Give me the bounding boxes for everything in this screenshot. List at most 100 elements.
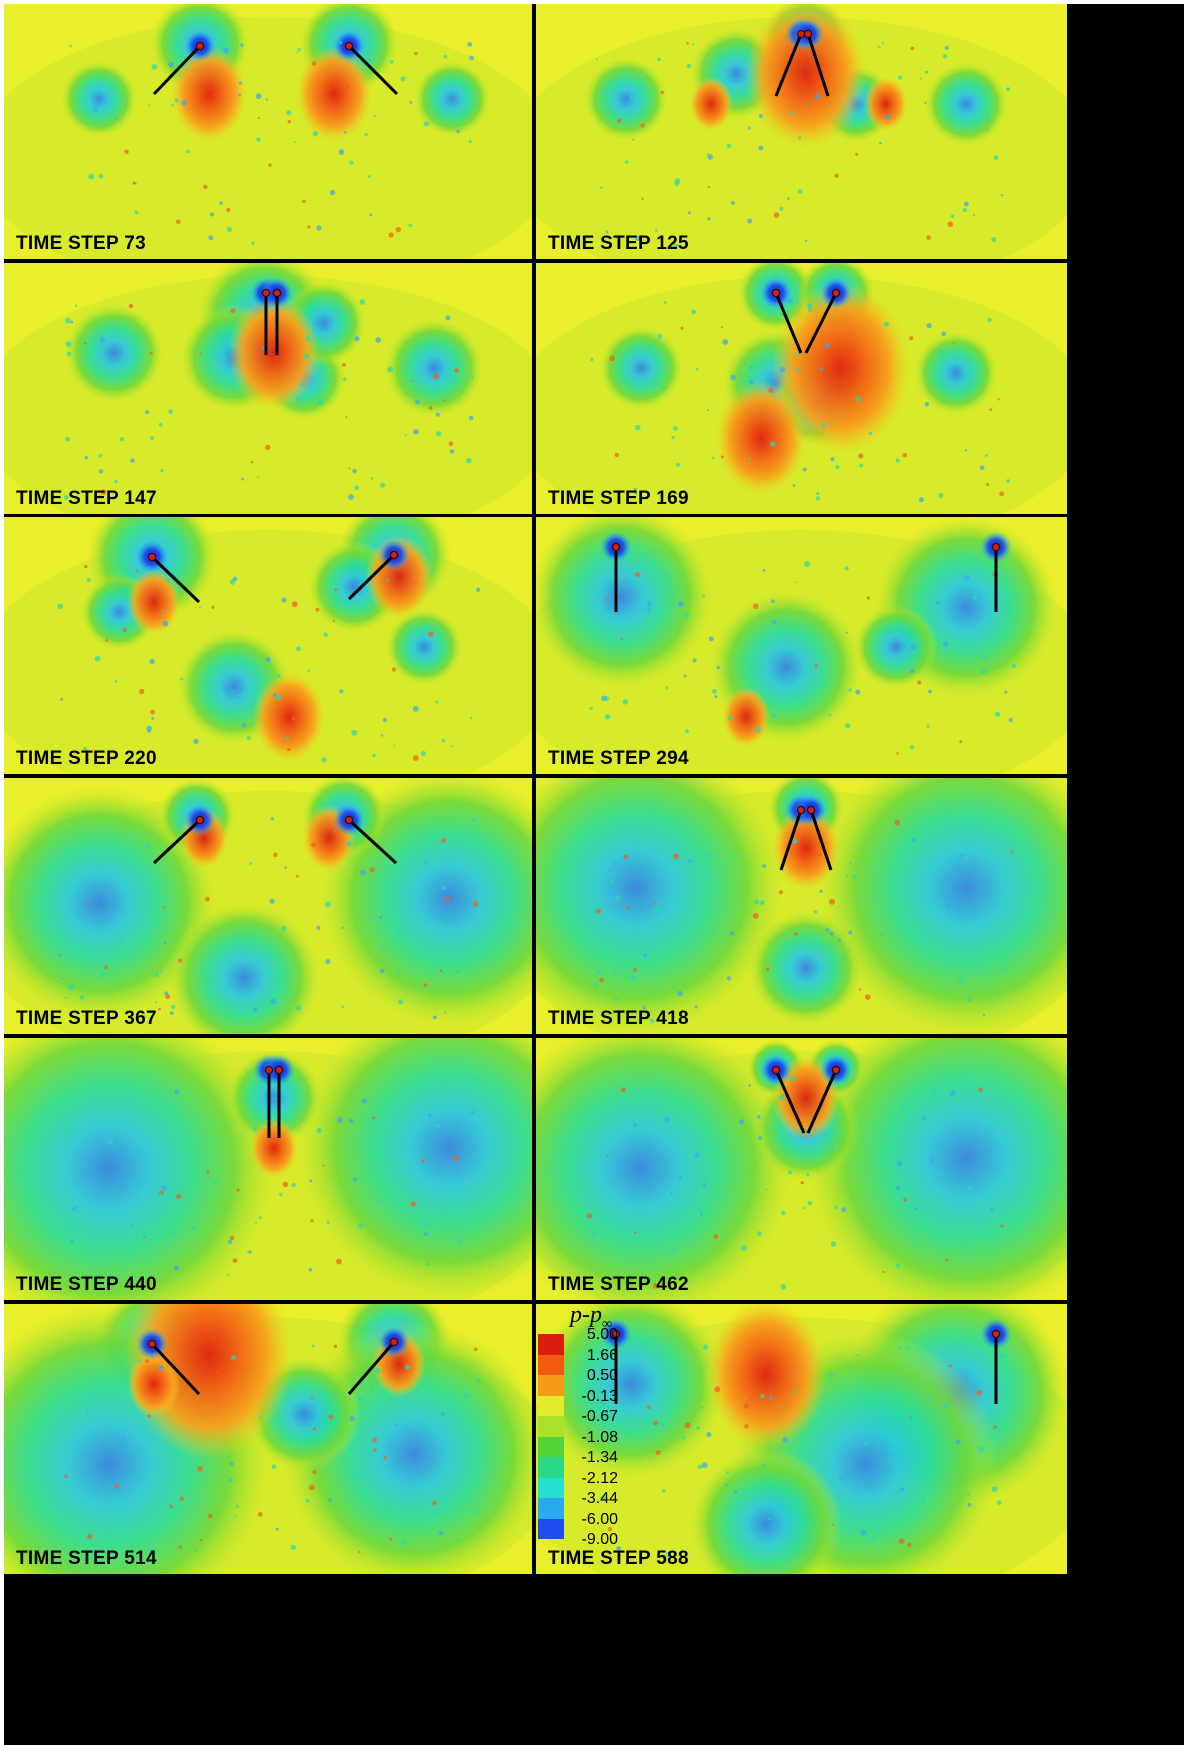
legend-level-label: 5.00 (586, 1326, 618, 1343)
high-pressure-region (250, 1118, 298, 1178)
low-pressure-region (414, 61, 490, 137)
low-pressure-region (690, 1448, 842, 1574)
legend-color-swatch (538, 1477, 564, 1498)
hinge-marker (196, 816, 204, 824)
high-pressure-region (295, 46, 373, 142)
pressure-contour-field (536, 1038, 1067, 1300)
hinge-marker (273, 289, 281, 297)
pressure-contour-field (536, 517, 1067, 774)
pressure-contour-field (536, 778, 1067, 1034)
legend-level-label: -1.08 (581, 1428, 618, 1446)
plate (806, 1069, 838, 1134)
legend-color-swatch (538, 1375, 564, 1396)
plate (774, 1069, 806, 1134)
hinge-marker (612, 543, 620, 551)
panel-time-step-418: TIME STEP 418 (536, 778, 1067, 1034)
hinge-marker (832, 1066, 840, 1074)
panel-time-step-220: TIME STEP 220 (4, 517, 532, 774)
legend-color-swatch (538, 1395, 564, 1416)
low-pressure-region (914, 331, 998, 415)
hinge-marker (148, 553, 156, 561)
legend-color-swatch (538, 1436, 564, 1457)
low-pressure-region (749, 911, 863, 1025)
hinge-marker (772, 1066, 780, 1074)
plate (804, 292, 838, 354)
plate (152, 44, 202, 96)
legend-level-label: -6.00 (581, 1510, 618, 1528)
plate (347, 818, 398, 865)
panel-time-step-440: TIME STEP 440 (4, 1038, 532, 1300)
legend-color-swatch (538, 1518, 564, 1539)
plate (347, 553, 396, 601)
high-pressure-region (771, 281, 911, 455)
hinge-marker (992, 1330, 1000, 1338)
panel-time-step-73: TIME STEP 73 (4, 4, 532, 259)
hinge-marker (345, 816, 353, 824)
plate (347, 1341, 396, 1395)
pressure-contour-field (4, 4, 532, 259)
hinge-marker (832, 289, 840, 297)
legend-color-swatch (538, 1498, 564, 1519)
panel-time-step-169: TIME STEP 169 (536, 263, 1067, 514)
hinge-marker (797, 806, 805, 814)
high-pressure-region (715, 381, 807, 495)
panel-label: TIME STEP 125 (548, 233, 689, 254)
low-pressure-region (297, 1038, 532, 1300)
legend-level-label: 1.66 (586, 1346, 618, 1364)
pressure-contour-field (536, 263, 1067, 514)
low-pressure-region (804, 1038, 1067, 1300)
plate (152, 818, 202, 865)
low-pressure-region (4, 1038, 277, 1300)
panel-label: TIME STEP 440 (16, 1274, 157, 1295)
hinge-marker (612, 1330, 620, 1338)
hinge-marker (265, 1066, 273, 1074)
legend-level-label: -0.67 (581, 1408, 618, 1425)
low-pressure-region (924, 62, 1008, 146)
hinge-marker (797, 30, 805, 38)
plate (774, 33, 803, 97)
high-pressure-region (127, 1351, 181, 1417)
panel-label: TIME STEP 147 (16, 488, 157, 509)
legend-symbol: p-p∞ (570, 1304, 612, 1332)
legend-level-label: -3.44 (581, 1490, 618, 1507)
low-pressure-region (64, 303, 164, 403)
hinge-marker (992, 543, 1000, 551)
legend-level-label: -1.34 (581, 1449, 618, 1466)
pressure-contour-field (4, 1038, 532, 1300)
pressure-contour-field (536, 4, 1067, 259)
hinge-marker (148, 1340, 156, 1348)
plate (150, 1342, 201, 1396)
high-pressure-region (689, 77, 733, 131)
high-pressure-region (170, 46, 248, 142)
panel-label: TIME STEP 514 (16, 1548, 157, 1569)
panel-time-step-514: TIME STEP 514 (4, 1304, 532, 1574)
low-pressure-region (384, 318, 484, 418)
plate (150, 555, 201, 604)
low-pressure-region (536, 517, 713, 689)
pressure-contour-field (4, 517, 532, 774)
low-pressure-region (61, 61, 137, 137)
plate (809, 809, 833, 871)
panel-label: TIME STEP 588 (548, 1548, 689, 1569)
low-pressure-region (168, 902, 320, 1034)
panel-time-step-588: p-p∞ 5.00 1.66 0.50 -0.13 -0.67 -1.08 -1.34 -2.… (536, 1304, 1067, 1574)
panel-label: TIME STEP 294 (548, 748, 689, 769)
high-pressure-region (706, 1304, 826, 1449)
hinge-marker (390, 551, 398, 559)
hinge-marker (345, 42, 353, 50)
low-pressure-region (584, 57, 668, 141)
panel-label: TIME STEP 462 (548, 1274, 689, 1295)
plate (774, 292, 803, 354)
panel-time-step-125: TIME STEP 125 (536, 4, 1067, 259)
pressure-contour-field (4, 263, 532, 514)
figure-grid: TIME STEP 73 TIME STEP 125 TIME STEP 147… (4, 4, 1184, 1745)
panel-label: TIME STEP 220 (16, 748, 157, 769)
panel-label: TIME STEP 418 (548, 1008, 689, 1029)
panel-time-step-147: TIME STEP 147 (4, 263, 532, 514)
low-pressure-region (4, 785, 217, 1021)
plate (806, 33, 830, 97)
hinge-marker (275, 1066, 283, 1074)
legend-color-swatch (538, 1334, 564, 1355)
pressure-contour-field (536, 1304, 1067, 1574)
legend-level-label: -2.12 (581, 1469, 618, 1487)
